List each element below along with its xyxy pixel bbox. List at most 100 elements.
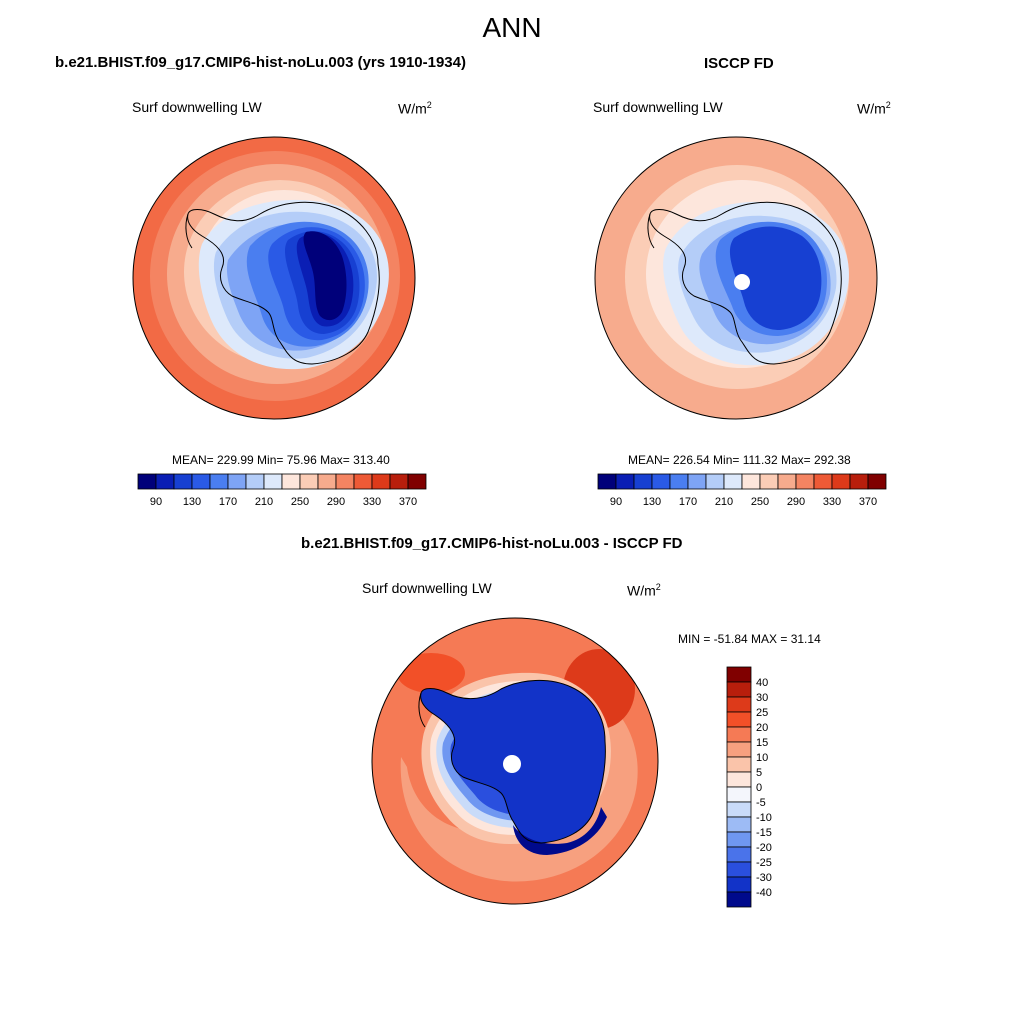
- panel-3-colorbar-tick-label: 20: [756, 722, 768, 734]
- panel-1-map-border: [132, 136, 416, 420]
- panel-2-colorbar-box: [651, 473, 671, 490]
- panel-3-band-hot-west: [397, 653, 465, 693]
- panel-2-colorbar-box: [831, 473, 851, 490]
- panel-3-colorbar-tick-label: 30: [756, 692, 768, 704]
- panel-3-colorbar-tick-label: 10: [756, 752, 768, 764]
- panel-3-colorbar-tick-label: -25: [756, 857, 772, 869]
- panel-3-map-border: [371, 617, 659, 905]
- panel-3-colorbar-labels: 40 30 25 20 15 10 5 0 -5 -10 -15 -20 -25 -30 -40: [756, 677, 772, 899]
- panel-2-colorbar-box: [759, 473, 779, 490]
- panel-3-colorbar-tick-label: 5: [756, 767, 762, 779]
- panel-1-colorbar-tick-label: 290: [327, 496, 345, 508]
- panel-2-colorbar-box: [849, 473, 869, 490]
- panel-3-colorbar-box: [726, 876, 752, 893]
- panel-2-colorbar-tick-label: 210: [715, 496, 733, 508]
- panel-1-colorbar-box: [263, 473, 283, 490]
- panel-3-colorbar-box: [726, 756, 752, 773]
- panel-1-colorbar-tick-label: 370: [399, 496, 417, 508]
- panel-3-colorbar-tick-label: 0: [756, 782, 762, 794]
- panel-2-polar-hole: [734, 274, 750, 290]
- panel-2-colorbar-tick-label: 370: [859, 496, 877, 508]
- panel-2-colorbar-boxes: [597, 473, 887, 490]
- panel-1-colorbar-box: [209, 473, 229, 490]
- panel-3-polar-map: [371, 617, 659, 905]
- panel-3-colorbar-tick-label: 40: [756, 677, 768, 689]
- panel-2-stats: MEAN= 226.54 Min= 111.32 Max= 292.38: [628, 453, 851, 467]
- panel-2-colorbar-tick-label: 170: [679, 496, 697, 508]
- panel-1-colorbar-box: [335, 473, 355, 490]
- panel-1-colorbar-tick-label: 330: [363, 496, 381, 508]
- panel-1-stats: MEAN= 229.99 Min= 75.96 Max= 313.40: [172, 453, 390, 467]
- panel-3-colorbar-tick-label: 25: [756, 707, 768, 719]
- panel-2-colorbar-box: [867, 473, 887, 490]
- panel-1-colorbar-tick-label: 90: [150, 496, 162, 508]
- panel-1-colorbar-box: [317, 473, 337, 490]
- panel-3-variable-label: Surf downwelling LW: [362, 580, 492, 596]
- panel-3-colorbar-tick-label: -40: [756, 887, 772, 899]
- panel-2-units-label: W/m2: [857, 100, 891, 117]
- panel-2-colorbar-box: [795, 473, 815, 490]
- panel-2-colorbar-box: [723, 473, 743, 490]
- panel-3-colorbar-box: [726, 741, 752, 758]
- panel-3-polar-hole: [503, 755, 521, 773]
- panel-3-colorbar: 40 30 25 20 15 10 5 0 -5 -10 -15 -20 -25 -30 -40: [726, 666, 772, 908]
- panel-3-stats: MIN = -51.84 MAX = 31.14: [678, 632, 821, 646]
- panel-3-colorbar-box: [726, 816, 752, 833]
- panel-3-colorbar-tick-label: 15: [756, 737, 768, 749]
- panel-3-colorbar-box: [726, 801, 752, 818]
- panel-2-colorbar-box: [705, 473, 725, 490]
- panel-1-colorbar-tick-label: 170: [219, 496, 237, 508]
- panel-3-colorbar-tick-label: -20: [756, 842, 772, 854]
- panel-3-colorbar-tick-label: -10: [756, 812, 772, 824]
- panel-3-peninsula-outline: [418, 692, 426, 728]
- panel-1-polar-map: [132, 136, 416, 420]
- panel-3-colorbar-box: [726, 786, 752, 803]
- panel-1-colorbar-tick-label: 130: [183, 496, 201, 508]
- panel-1-colorbar-box: [371, 473, 391, 490]
- panel-2-colorbar-box: [615, 473, 635, 490]
- panel-2-case-title: ISCCP FD: [704, 55, 774, 72]
- panel-3-colorbar-box: [726, 681, 752, 698]
- panel-2-polar-map: [594, 136, 878, 420]
- panel-1-colorbar-box: [227, 473, 247, 490]
- panel-3-colorbar-box: [726, 726, 752, 743]
- panel-3-colorbar-box: [726, 831, 752, 848]
- panel-2-colorbar-box: [777, 473, 797, 490]
- panel-1-colorbar-box: [173, 473, 193, 490]
- panel-1-colorbar-box: [353, 473, 373, 490]
- panel-2-colorbar-tick-label: 290: [787, 496, 805, 508]
- panel-3-colorbar-tick-label: -30: [756, 872, 772, 884]
- panel-1-colorbar-box: [299, 473, 319, 490]
- panel-1-colorbar-boxes: [137, 473, 427, 490]
- panel-2-colorbar-box: [813, 473, 833, 490]
- panel-2-colorbar-tick-label: 90: [610, 496, 622, 508]
- panel-3-colorbar-tick-label: -5: [756, 797, 766, 809]
- panel-1-colorbar-box: [389, 473, 409, 490]
- panel-2-colorbar-tick-label: 130: [643, 496, 661, 508]
- panel-1-colorbar-box: [191, 473, 211, 490]
- panel-1-colorbar-box: [407, 473, 427, 490]
- panel-3-colorbar-box: [726, 696, 752, 713]
- panel-3-colorbar-box: [726, 846, 752, 863]
- panel-2-colorbar-tick-label: 330: [823, 496, 841, 508]
- panel-3-units-label: W/m2: [627, 582, 661, 599]
- panel-2-colorbar-box: [687, 473, 707, 490]
- panel-3-colorbar-box: [726, 771, 752, 788]
- panel-1-colorbar-tick-label: 210: [255, 496, 273, 508]
- panel-2-peninsula-outline: [647, 213, 655, 249]
- panel-1-units-label: W/m2: [398, 100, 432, 117]
- panel-3-colorbar-tick-label: -15: [756, 827, 772, 839]
- panel-2-band-7: [729, 226, 822, 330]
- panel-3-colorbar-box: [726, 861, 752, 878]
- panel-3-case-title: b.e21.BHIST.f09_g17.CMIP6-hist-noLu.003 …: [301, 535, 683, 552]
- panel-1-colorbar-box: [137, 473, 157, 490]
- panel-1-variable-label: Surf downwelling LW: [132, 99, 262, 115]
- panel-2-colorbar-labels: 90 130 170 210 250 290 330 370: [610, 496, 877, 508]
- panel-1-colorbar-box: [245, 473, 265, 490]
- panel-1-colorbar-box: [155, 473, 175, 490]
- panel-3-colorbar-boxes: [726, 666, 752, 908]
- panel-1-band-12: [303, 231, 347, 321]
- panel-3-colorbar-box: [726, 891, 752, 908]
- panel-2-colorbar-tick-label: 250: [751, 496, 769, 508]
- panel-1-colorbar-box: [281, 473, 301, 490]
